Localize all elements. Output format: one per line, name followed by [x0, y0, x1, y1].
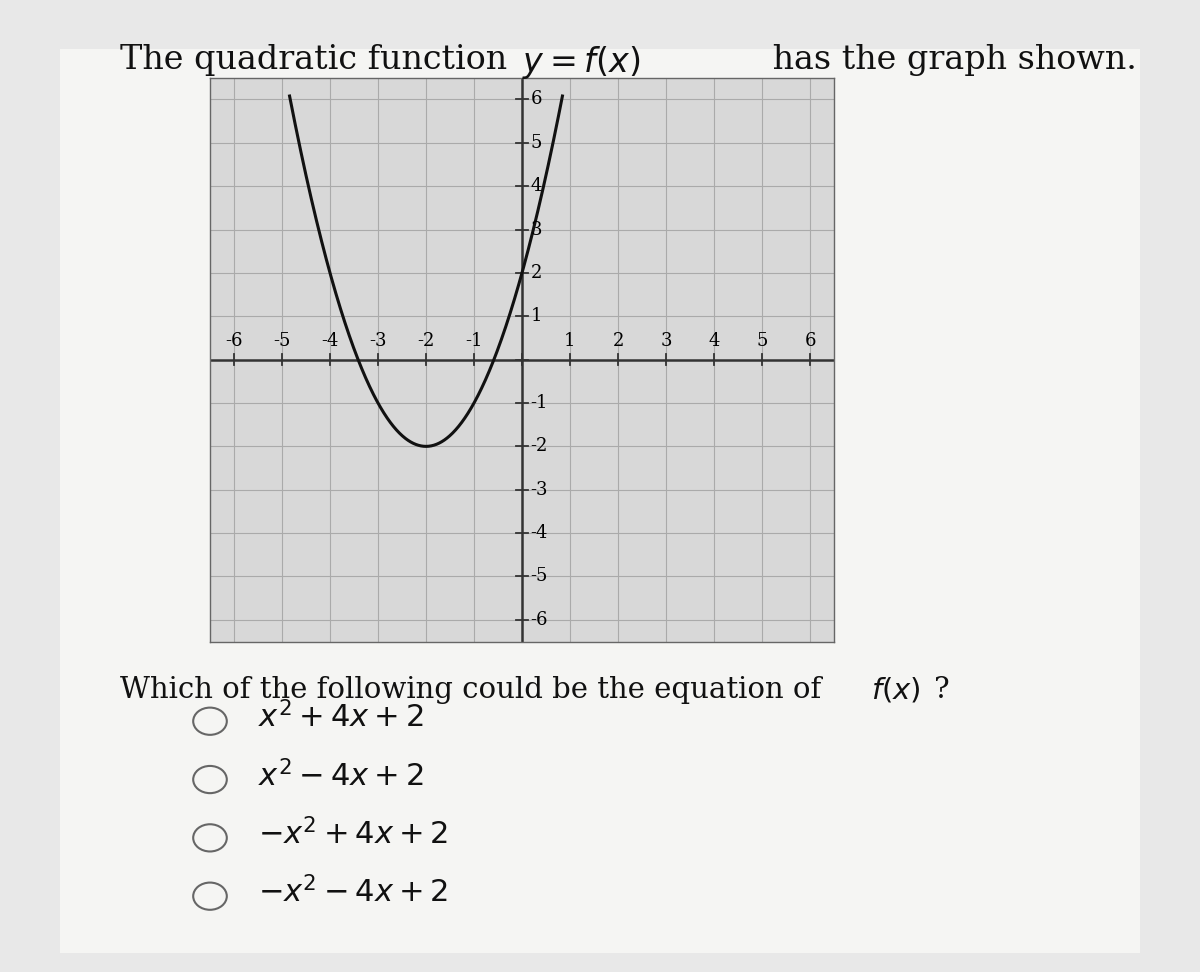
- Text: $y = f(x)$: $y = f(x)$: [522, 44, 641, 81]
- Text: -4: -4: [530, 524, 548, 542]
- Text: -2: -2: [418, 332, 434, 350]
- Text: -5: -5: [274, 332, 290, 350]
- Text: -6: -6: [530, 610, 548, 629]
- Text: 5: 5: [530, 134, 542, 152]
- Text: -4: -4: [322, 332, 338, 350]
- Text: $-x^2 + 4x + 2$: $-x^2 + 4x + 2$: [258, 818, 448, 850]
- Text: Which of the following could be the equation of: Which of the following could be the equa…: [120, 676, 830, 704]
- Text: -6: -6: [226, 332, 242, 350]
- Text: 2: 2: [530, 264, 542, 282]
- Text: -3: -3: [370, 332, 386, 350]
- Text: 1: 1: [564, 332, 576, 350]
- Text: -5: -5: [530, 568, 548, 585]
- Text: -1: -1: [530, 394, 548, 412]
- Text: $x^2 + 4x + 2$: $x^2 + 4x + 2$: [258, 702, 424, 734]
- Text: The quadratic function: The quadratic function: [120, 44, 517, 76]
- Text: -2: -2: [530, 437, 548, 455]
- Text: $x^2 - 4x + 2$: $x^2 - 4x + 2$: [258, 760, 424, 792]
- Text: ?: ?: [934, 676, 949, 704]
- Text: 6: 6: [804, 332, 816, 350]
- Text: 2: 2: [612, 332, 624, 350]
- Text: 1: 1: [530, 307, 542, 326]
- Text: 5: 5: [756, 332, 768, 350]
- Text: $f(x)$: $f(x)$: [871, 676, 920, 705]
- Text: 3: 3: [530, 221, 542, 238]
- Text: 3: 3: [660, 332, 672, 350]
- Text: 4: 4: [708, 332, 720, 350]
- Text: 6: 6: [530, 90, 542, 109]
- Text: 4: 4: [530, 177, 542, 195]
- Text: -3: -3: [530, 481, 548, 499]
- Text: has the graph shown.: has the graph shown.: [762, 44, 1136, 76]
- Text: -1: -1: [466, 332, 482, 350]
- Text: $-x^2 - 4x + 2$: $-x^2 - 4x + 2$: [258, 877, 448, 909]
